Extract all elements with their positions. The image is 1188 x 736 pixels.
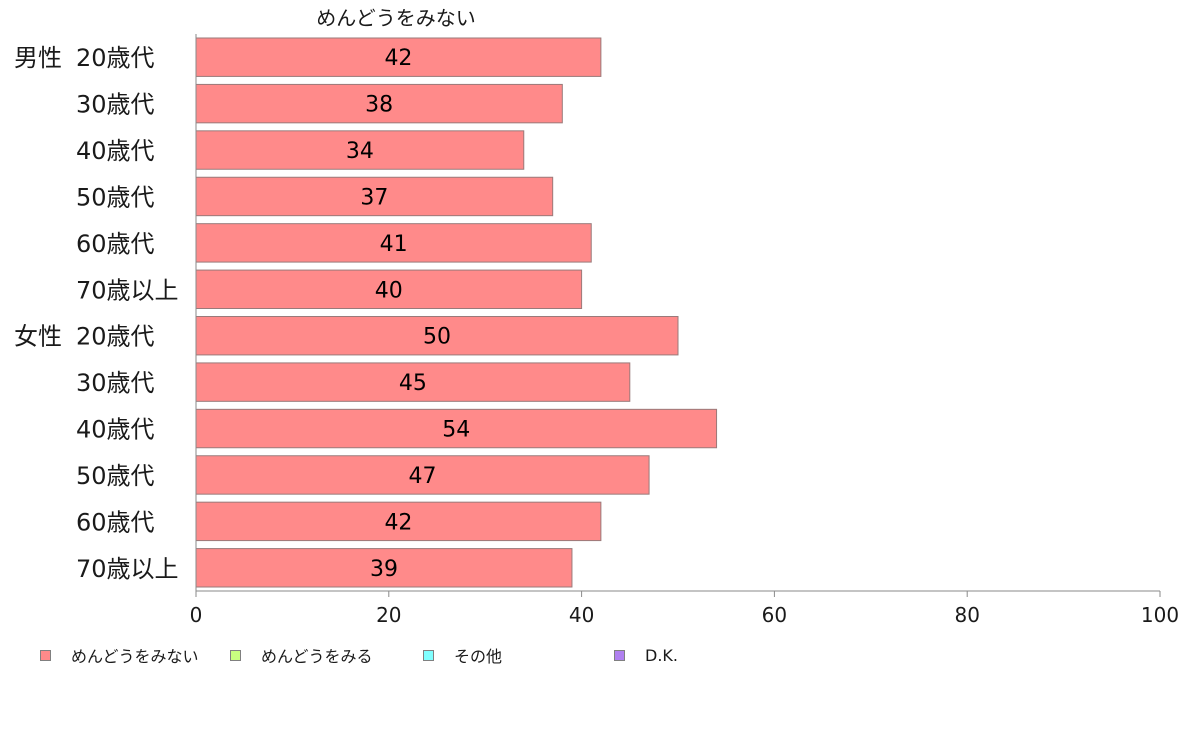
- category-label: 40歳代: [76, 416, 155, 444]
- group-label: 女性: [14, 323, 62, 351]
- chart-title: めんどうをみない: [316, 6, 476, 30]
- bar: [195, 455, 650, 495]
- legend-swatch: [230, 649, 241, 661]
- data-label: 39: [370, 557, 398, 582]
- bar: [195, 83, 563, 124]
- legend-item: めんどうをみる: [230, 644, 373, 666]
- bar: [195, 269, 583, 310]
- legend-item: D.K.: [614, 644, 678, 666]
- category-label: 30歳代: [76, 369, 155, 397]
- group-label: 男性: [14, 44, 62, 72]
- bar: [195, 548, 573, 588]
- data-label: 50: [423, 325, 451, 350]
- x-tick-label: 0: [190, 603, 203, 627]
- legend-swatch: [614, 649, 625, 661]
- bar: [195, 176, 554, 217]
- legend-swatch: [40, 649, 51, 661]
- category-label: 60歳代: [76, 230, 155, 258]
- category-label: 20歳代: [76, 44, 155, 72]
- data-label: 47: [409, 464, 437, 489]
- data-label: 42: [384, 510, 412, 535]
- x-tick-label: 40: [569, 603, 594, 627]
- x-tick-label: 20: [376, 603, 401, 627]
- x-tick-label: 100: [1141, 603, 1179, 627]
- x-tick-label: 80: [954, 603, 979, 627]
- bar: [195, 501, 602, 542]
- legend-swatch: [423, 649, 434, 661]
- data-label: 40: [375, 278, 403, 303]
- category-label: 30歳代: [76, 91, 155, 119]
- category-label: 50歳代: [76, 183, 155, 211]
- category-label: 50歳代: [76, 462, 155, 490]
- bar: [195, 130, 525, 170]
- legend: めんどうをみない めんどうをみる その他 D.K.: [40, 644, 740, 666]
- bar: [195, 37, 602, 77]
- bar: [195, 316, 679, 356]
- data-label: 45: [399, 371, 427, 396]
- data-label: 34: [346, 139, 374, 164]
- data-label: 54: [442, 418, 470, 443]
- legend-item: めんどうをみない: [40, 644, 199, 666]
- category-label: 70歳以上: [76, 555, 179, 583]
- bar-chart: 4220歳代男性3830歳代3440歳代3750歳代4160歳代4070歳以上5…: [14, 34, 1179, 627]
- data-label: 41: [380, 232, 408, 257]
- legend-label: めんどうをみる: [261, 647, 373, 666]
- legend-label: その他: [454, 647, 503, 666]
- category-label: 20歳代: [76, 323, 155, 351]
- legend-item: その他: [423, 644, 502, 666]
- legend-label: D.K.: [645, 645, 678, 665]
- data-label: 42: [384, 46, 412, 71]
- legend-label: めんどうをみない: [71, 647, 199, 666]
- category-label: 40歳代: [76, 137, 155, 165]
- data-label: 38: [365, 93, 393, 118]
- bar: [195, 223, 592, 263]
- category-label: 70歳以上: [76, 276, 179, 304]
- x-tick-label: 60: [762, 603, 787, 627]
- category-label: 60歳代: [76, 508, 155, 536]
- data-label: 37: [360, 185, 388, 210]
